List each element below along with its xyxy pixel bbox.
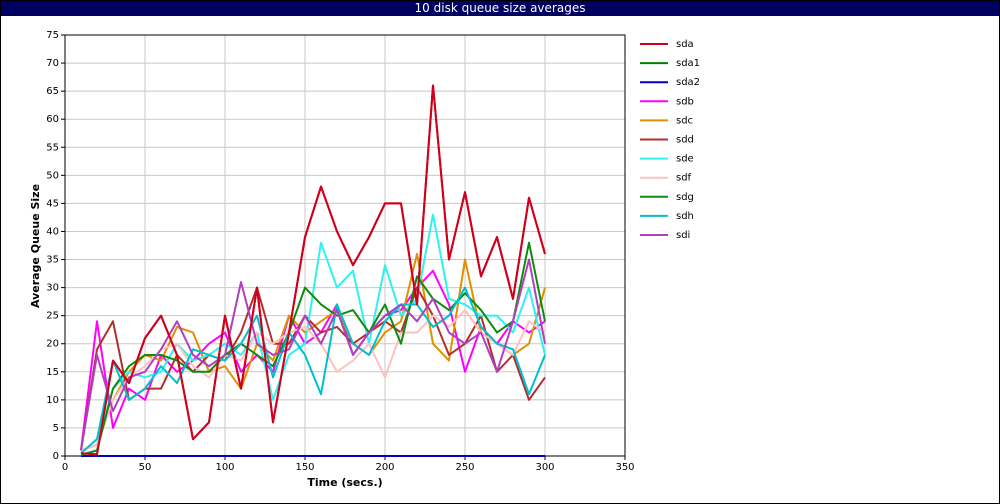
series-line: [80, 269, 546, 451]
y-tick-label: 75: [46, 30, 59, 41]
legend-label: sda2: [676, 77, 700, 88]
y-tick-label: 50: [46, 170, 59, 181]
legend-label: sde: [676, 154, 694, 165]
legend-label: sdb: [676, 96, 694, 107]
x-axis-label: Time (secs.): [307, 476, 382, 489]
x-tick-label: 200: [375, 462, 394, 473]
x-tick-label: 0: [62, 462, 68, 473]
y-tick-label: 55: [46, 142, 59, 153]
series-line: [80, 286, 546, 454]
y-tick-label: 15: [46, 367, 59, 378]
legend-label: sda1: [676, 58, 700, 69]
y-tick-label: 25: [46, 311, 59, 322]
series-line: [80, 258, 546, 451]
legend-label: sdi: [676, 230, 690, 241]
x-tick-label: 50: [139, 462, 152, 473]
legend-label: sda: [676, 39, 694, 50]
y-tick-label: 70: [46, 58, 59, 69]
y-tick-label: 20: [46, 339, 59, 350]
y-tick-label: 45: [46, 198, 59, 209]
x-tick-label: 250: [455, 462, 474, 473]
y-tick-label: 0: [53, 451, 59, 462]
y-tick-label: 60: [46, 114, 59, 125]
x-tick-label: 150: [295, 462, 314, 473]
legend-label: sdd: [676, 135, 694, 146]
legend-label: sdf: [676, 173, 692, 184]
series-line: [80, 213, 546, 452]
legend-label: sdg: [676, 192, 694, 203]
y-tick-label: 40: [46, 226, 59, 237]
series-line: [80, 286, 546, 451]
legend-label: sdh: [676, 211, 694, 222]
y-tick-label: 65: [46, 86, 59, 97]
x-tick-label: 350: [615, 462, 634, 473]
y-tick-label: 35: [46, 255, 59, 266]
y-tick-label: 30: [46, 283, 59, 294]
y-axis-label: Average Queue Size: [29, 184, 42, 308]
series-line: [80, 252, 546, 452]
chart-title: 10 disk queue size averages: [415, 1, 586, 15]
x-tick-label: 300: [535, 462, 554, 473]
y-tick-label: 10: [46, 395, 59, 406]
title-bar: [1, 1, 999, 16]
series-line: [80, 84, 546, 456]
x-tick-label: 100: [215, 462, 234, 473]
y-tick-label: 5: [53, 423, 59, 434]
legend-label: sdc: [676, 115, 693, 126]
